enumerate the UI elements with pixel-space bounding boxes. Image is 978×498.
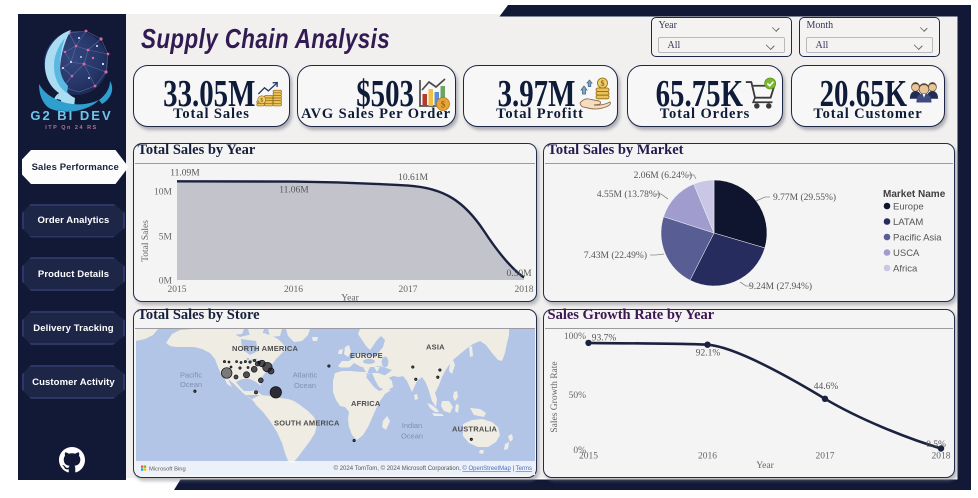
svg-text:Atlantic: Atlantic: [292, 370, 317, 379]
svg-text:2.06M (6.24%): 2.06M (6.24%): [633, 170, 691, 181]
svg-text:2015: 2015: [167, 285, 186, 295]
svg-text:9.77M (29.55%): 9.77M (29.55%): [773, 192, 836, 203]
svg-text:2018: 2018: [514, 285, 533, 295]
svg-text:92.1%: 92.1%: [695, 348, 720, 358]
svg-text:AFRICA: AFRICA: [351, 399, 381, 408]
svg-text:NORTH AMERICA: NORTH AMERICA: [232, 344, 298, 353]
svg-text:7.43M (22.49%): 7.43M (22.49%): [583, 250, 646, 261]
svg-text:$: $: [261, 97, 264, 104]
svg-text:50%: 50%: [568, 391, 586, 401]
svg-text:Ocean: Ocean: [400, 431, 422, 440]
svg-text:Pacific Asia: Pacific Asia: [893, 233, 942, 244]
svg-text:100%: 100%: [563, 332, 585, 342]
svg-text:SOUTH AMERICA: SOUTH AMERICA: [274, 418, 340, 427]
svg-text:2017: 2017: [815, 451, 834, 461]
svg-text:Sales Growth Rate: Sales Growth Rate: [550, 361, 560, 432]
svg-text:Pacific: Pacific: [179, 370, 201, 379]
svg-text:44.6%: 44.6%: [813, 382, 838, 392]
svg-text:93.7%: 93.7%: [591, 333, 616, 343]
svg-text:Ocean: Ocean: [179, 380, 201, 389]
svg-text:Market Name: Market Name: [883, 189, 946, 200]
svg-text:Ocean: Ocean: [293, 381, 315, 390]
svg-text:Year: Year: [341, 294, 359, 302]
svg-text:USCA: USCA: [893, 248, 920, 259]
svg-text:EUROPE: EUROPE: [350, 351, 383, 360]
svg-text:9.24M (27.94%): 9.24M (27.94%): [749, 281, 812, 292]
svg-text:© 2024 TomTom, © 2024 Microsof: © 2024 TomTom, © 2024 Microsoft Corporat…: [333, 465, 531, 472]
svg-text:AUSTRALIA: AUSTRALIA: [452, 424, 498, 433]
svg-text:LATAM: LATAM: [893, 217, 923, 228]
svg-text:2016: 2016: [284, 285, 303, 295]
svg-text:Indian: Indian: [401, 421, 421, 430]
svg-text:Year: Year: [756, 461, 774, 471]
svg-text:Total Sales: Total Sales: [141, 220, 151, 262]
svg-text:$: $: [440, 99, 445, 109]
svg-text:5M: 5M: [158, 233, 172, 243]
svg-text:11.06M: 11.06M: [279, 186, 309, 196]
svg-text:Europe: Europe: [893, 202, 924, 213]
svg-text:0%: 0%: [573, 446, 586, 456]
svg-text:Africa: Africa: [893, 264, 918, 275]
svg-text:ASIA: ASIA: [426, 342, 445, 351]
svg-text:Microsoft Bing: Microsoft Bing: [149, 466, 186, 472]
svg-text:0.30M: 0.30M: [506, 269, 532, 279]
svg-text:0.5%: 0.5%: [926, 440, 946, 450]
svg-text:2015: 2015: [579, 451, 598, 461]
svg-text:11.09M: 11.09M: [170, 169, 200, 179]
svg-text:2018: 2018: [931, 451, 950, 461]
svg-text:10M: 10M: [154, 188, 173, 198]
svg-text:2016: 2016: [698, 451, 717, 461]
svg-text:10.61M: 10.61M: [398, 173, 428, 183]
svg-text:$: $: [600, 79, 604, 88]
svg-text:2017: 2017: [398, 285, 417, 295]
svg-text:4.55M (13.78%): 4.55M (13.78%): [596, 189, 659, 200]
svg-text:0M: 0M: [158, 277, 172, 287]
